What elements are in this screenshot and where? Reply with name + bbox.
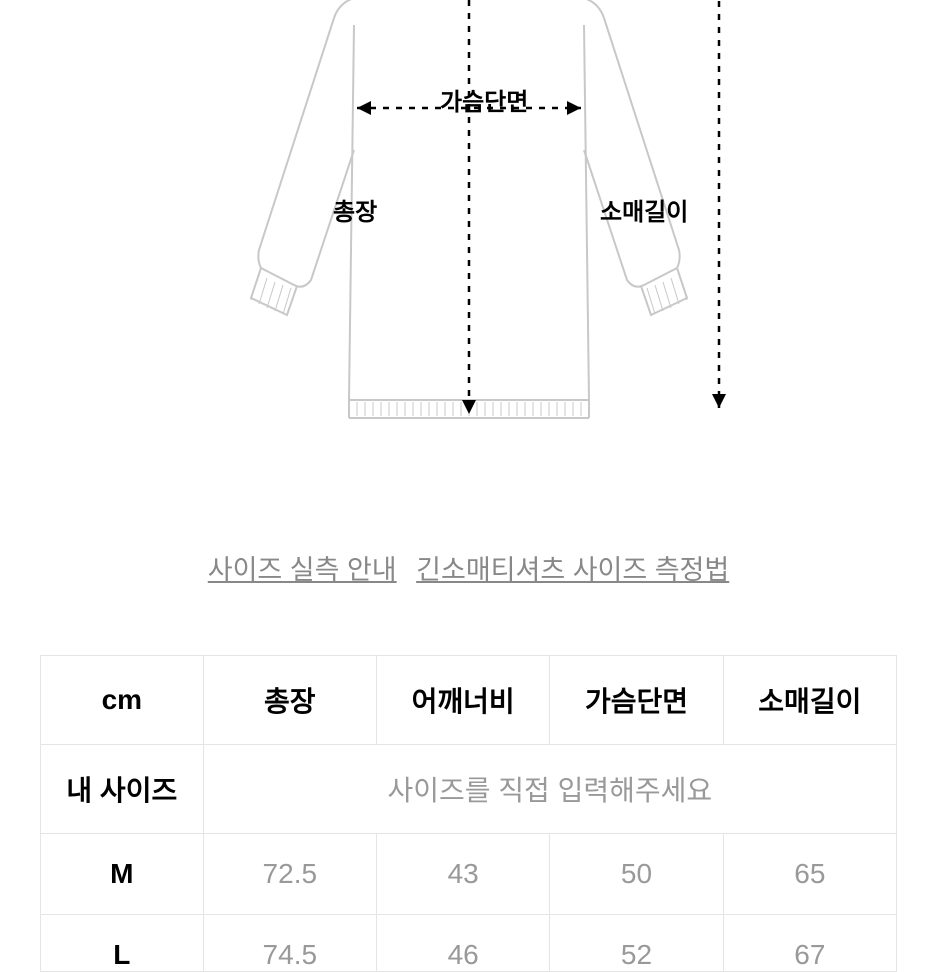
th-shoulder: 어깨너비 [376,656,549,745]
cell-chest: 52 [550,915,723,972]
size-table-wrap: cm 총장 어깨너비 가슴단면 소매길이 내 사이즈 사이즈를 직접 입력해주세… [0,655,937,972]
mysize-label: 내 사이즈 [41,745,204,834]
garment-outline-svg [189,0,749,470]
size-label: L [41,915,204,972]
label-length: 총장 [333,192,377,227]
size-links-row: 사이즈 실측 안내 긴소매티셔츠 사이즈 측정법 [0,548,937,587]
table-row: L 74.5 46 52 67 [41,915,897,972]
table-row-mysize[interactable]: 내 사이즈 사이즈를 직접 입력해주세요 [41,745,897,834]
link-measure-method[interactable]: 긴소매티셔츠 사이즈 측정법 [416,555,729,585]
cell-shoulder: 43 [376,834,549,915]
cell-sleeve: 65 [723,834,896,915]
table-header-row: cm 총장 어깨너비 가슴단면 소매길이 [41,656,897,745]
th-sleeve: 소매길이 [723,656,896,745]
th-chest: 가슴단면 [550,656,723,745]
table-row: M 72.5 43 50 65 [41,834,897,915]
th-length: 총장 [203,656,376,745]
size-diagram: 가슴단면 총장 소매길이 [0,0,937,470]
size-label: M [41,834,204,915]
cell-chest: 50 [550,834,723,915]
mysize-placeholder[interactable]: 사이즈를 직접 입력해주세요 [203,745,896,834]
th-unit: cm [41,656,204,745]
size-table: cm 총장 어깨너비 가슴단면 소매길이 내 사이즈 사이즈를 직접 입력해주세… [40,655,897,972]
cell-length: 72.5 [203,834,376,915]
cell-length: 74.5 [203,915,376,972]
label-chest: 가슴단면 [440,82,528,117]
label-sleeve: 소매길이 [600,192,688,227]
cell-shoulder: 46 [376,915,549,972]
cell-sleeve: 67 [723,915,896,972]
link-size-guide[interactable]: 사이즈 실측 안내 [208,555,397,585]
